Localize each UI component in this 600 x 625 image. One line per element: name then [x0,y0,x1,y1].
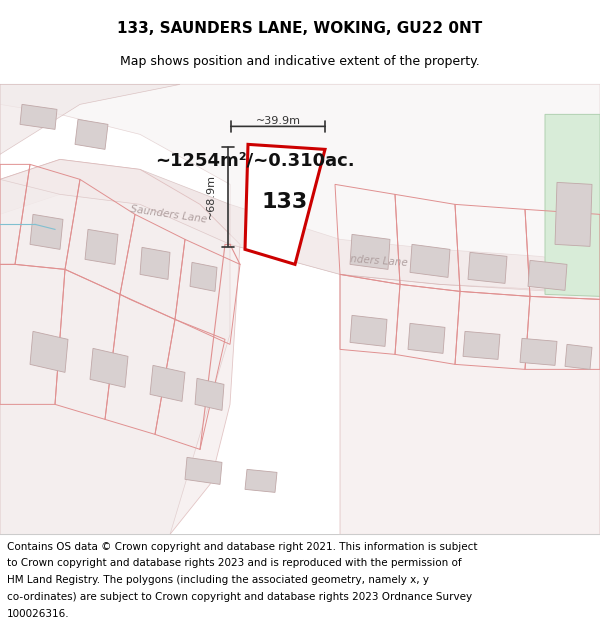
Polygon shape [520,338,557,366]
Text: HM Land Registry. The polygons (including the associated geometry, namely x, y: HM Land Registry. The polygons (includin… [7,575,429,585]
Polygon shape [545,114,600,296]
Polygon shape [350,316,387,346]
Polygon shape [340,274,600,534]
Text: co-ordinates) are subject to Crown copyright and database rights 2023 Ordnance S: co-ordinates) are subject to Crown copyr… [7,592,472,602]
Polygon shape [75,119,108,149]
Polygon shape [195,378,224,411]
Polygon shape [85,229,118,264]
Polygon shape [20,104,57,129]
Polygon shape [30,331,68,372]
Polygon shape [30,214,63,249]
Polygon shape [408,323,445,353]
Polygon shape [150,366,185,401]
Text: to Crown copyright and database rights 2023 and is reproduced with the permissio: to Crown copyright and database rights 2… [7,558,462,568]
Text: 100026316.: 100026316. [7,609,70,619]
Text: Saunders Lane: Saunders Lane [130,204,208,224]
Polygon shape [245,469,277,492]
Polygon shape [528,261,567,291]
Polygon shape [245,144,325,264]
Polygon shape [185,458,222,484]
Text: 133: 133 [262,192,308,213]
Polygon shape [463,331,500,359]
Polygon shape [0,84,230,534]
Polygon shape [90,348,128,388]
Polygon shape [468,253,507,283]
Polygon shape [350,234,390,269]
Polygon shape [0,159,240,534]
Polygon shape [0,84,180,154]
Text: Contains OS data © Crown copyright and database right 2021. This information is : Contains OS data © Crown copyright and d… [7,542,478,552]
Polygon shape [410,244,450,278]
Text: ~68.9m: ~68.9m [206,174,216,219]
Polygon shape [140,248,170,279]
Text: ~1254m²/~0.310ac.: ~1254m²/~0.310ac. [155,151,355,169]
Polygon shape [565,344,592,369]
Polygon shape [0,84,600,294]
Polygon shape [555,182,592,246]
Text: nders Lane: nders Lane [350,254,408,268]
Text: ~39.9m: ~39.9m [256,116,301,126]
Polygon shape [0,159,600,294]
Polygon shape [190,262,217,291]
Text: Map shows position and indicative extent of the property.: Map shows position and indicative extent… [120,55,480,68]
Text: 133, SAUNDERS LANE, WOKING, GU22 0NT: 133, SAUNDERS LANE, WOKING, GU22 0NT [118,21,482,36]
